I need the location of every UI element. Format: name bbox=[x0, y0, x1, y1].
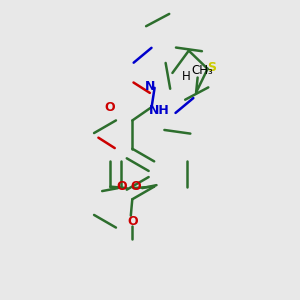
Text: O: O bbox=[105, 100, 115, 114]
Text: O: O bbox=[117, 180, 128, 193]
Text: S: S bbox=[207, 61, 216, 74]
Text: H: H bbox=[182, 70, 190, 83]
Text: O: O bbox=[127, 215, 138, 228]
Text: NH: NH bbox=[149, 104, 170, 117]
Text: N: N bbox=[145, 80, 155, 93]
Text: CH₃: CH₃ bbox=[191, 64, 213, 76]
Text: O: O bbox=[130, 180, 141, 193]
